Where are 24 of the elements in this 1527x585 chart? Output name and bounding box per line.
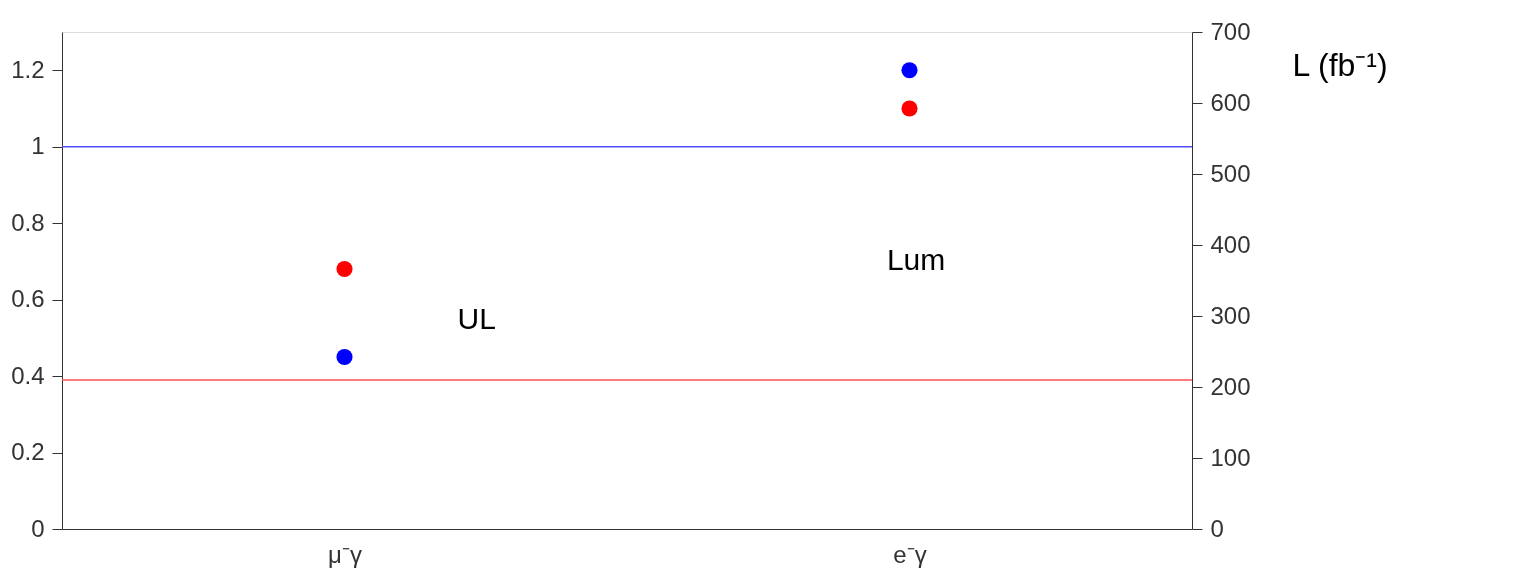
y2-tick-label: 100 — [1210, 443, 1251, 471]
point — [336, 260, 353, 278]
y2-tick-label: 500 — [1210, 159, 1251, 187]
x-tick-label: e⁻γ — [893, 540, 927, 568]
point — [336, 348, 353, 366]
y2-tick-label: 700 — [1210, 17, 1251, 45]
y2-tick-label: 200 — [1210, 372, 1251, 400]
y2-tick-label: 600 — [1210, 88, 1251, 116]
point — [901, 62, 918, 79]
y2-tick-label: 0 — [1210, 514, 1224, 542]
y-tick-label: 1 — [31, 132, 45, 160]
y-tick-label: 0.8 — [11, 208, 45, 236]
y-tick-label: 0 — [31, 514, 45, 542]
y-tick-label: 0.4 — [11, 361, 45, 389]
x-tick-label: μ⁻γ — [328, 540, 362, 568]
point — [901, 100, 918, 117]
y-tick-label: 0.2 — [11, 438, 45, 466]
annotation: UL — [457, 302, 496, 336]
y-tick-label: 0.6 — [11, 285, 45, 313]
y2-tick-label: 400 — [1210, 230, 1251, 258]
y-tick-label: 1.2 — [11, 55, 45, 83]
y2-axis-title: L (fb⁻¹) — [1292, 46, 1388, 83]
y2-tick-label: 300 — [1210, 301, 1251, 329]
annotation: Lum — [886, 242, 946, 276]
